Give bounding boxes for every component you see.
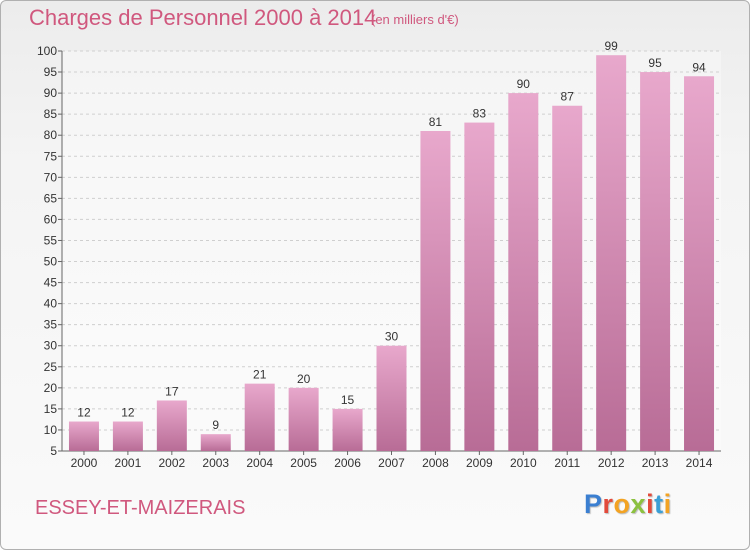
- bar: [508, 93, 539, 452]
- x-tick-label: 2010: [510, 456, 537, 470]
- bar: [112, 421, 143, 451]
- x-tick-label: 2005: [290, 456, 317, 470]
- x-tick-label: 2007: [378, 456, 405, 470]
- logo-letter: r: [602, 489, 614, 519]
- bar: [552, 105, 583, 451]
- data-label: 87: [561, 90, 575, 104]
- x-tick-label: 2009: [466, 456, 493, 470]
- y-tick-label: 55: [44, 233, 58, 247]
- y-tick-label: 20: [44, 381, 58, 395]
- x-tick-label: 2013: [642, 456, 669, 470]
- y-tick-label: 5: [50, 444, 57, 458]
- y-tick-label: 10: [44, 423, 58, 437]
- logo-letter: t: [654, 489, 664, 519]
- data-label: 94: [692, 60, 706, 74]
- data-label: 99: [604, 39, 618, 53]
- y-tick-label: 95: [44, 65, 58, 79]
- x-tick-label: 2003: [202, 456, 229, 470]
- y-tick-label: 30: [44, 339, 58, 353]
- x-tick-label: 2006: [334, 456, 361, 470]
- x-tick-label: 2008: [422, 456, 449, 470]
- bar: [244, 383, 275, 451]
- y-tick-label: 70: [44, 170, 58, 184]
- proxiti-logo: Proxiti: [584, 489, 672, 520]
- y-tick-label: 75: [44, 149, 58, 163]
- data-label: 12: [77, 406, 91, 420]
- x-tick-label: 2012: [598, 456, 625, 470]
- x-tick-label: 2000: [71, 456, 98, 470]
- y-tick-label: 60: [44, 212, 58, 226]
- bar: [68, 421, 99, 451]
- bar: [156, 400, 187, 451]
- data-label: 12: [121, 406, 135, 420]
- data-label: 90: [517, 77, 531, 91]
- data-label: 21: [253, 368, 267, 382]
- bar: [200, 434, 231, 451]
- bar: [684, 76, 715, 452]
- place-name: ESSEY-ET-MAIZERAIS: [35, 497, 246, 519]
- y-tick-label: 40: [44, 297, 58, 311]
- y-tick-label: 65: [44, 191, 58, 205]
- bar: [464, 122, 495, 451]
- data-label: 83: [473, 107, 487, 121]
- logo-letter: x: [630, 489, 647, 519]
- logo-letter: i: [663, 489, 672, 519]
- bar: [640, 72, 671, 451]
- x-tick-label: 2011: [554, 456, 580, 470]
- data-label: 15: [341, 393, 355, 407]
- y-tick-label: 15: [44, 402, 58, 416]
- x-tick-label: 2001: [115, 456, 142, 470]
- y-tick-label: 35: [44, 318, 58, 332]
- bar: [288, 387, 319, 451]
- bar: [376, 345, 407, 451]
- data-label: 17: [165, 384, 179, 398]
- y-tick-label: 50: [44, 255, 58, 269]
- y-tick-label: 25: [44, 360, 58, 374]
- y-tick-label: 90: [44, 86, 58, 100]
- data-label: 30: [385, 330, 399, 344]
- x-tick-label: 2002: [158, 456, 185, 470]
- logo-letter: i: [646, 489, 655, 519]
- y-tick-label: 100: [37, 44, 57, 58]
- chart-title: Charges de Personnel 2000 à 2014: [29, 5, 377, 30]
- logo-letter: P: [584, 489, 603, 519]
- data-label: 95: [648, 56, 662, 70]
- data-label: 20: [297, 372, 311, 386]
- data-label: 81: [429, 115, 443, 129]
- logo-letter: o: [613, 489, 631, 519]
- x-tick-label: 2004: [246, 456, 273, 470]
- chart-subtitle: (en milliers d'€): [371, 12, 459, 27]
- bar: [332, 408, 363, 451]
- y-tick-label: 85: [44, 107, 58, 121]
- y-tick-label: 45: [44, 276, 58, 290]
- bar: [420, 131, 451, 451]
- data-label: 9: [212, 418, 219, 432]
- y-tick-label: 80: [44, 128, 58, 142]
- x-tick-label: 2014: [686, 456, 713, 470]
- bar: [596, 55, 627, 452]
